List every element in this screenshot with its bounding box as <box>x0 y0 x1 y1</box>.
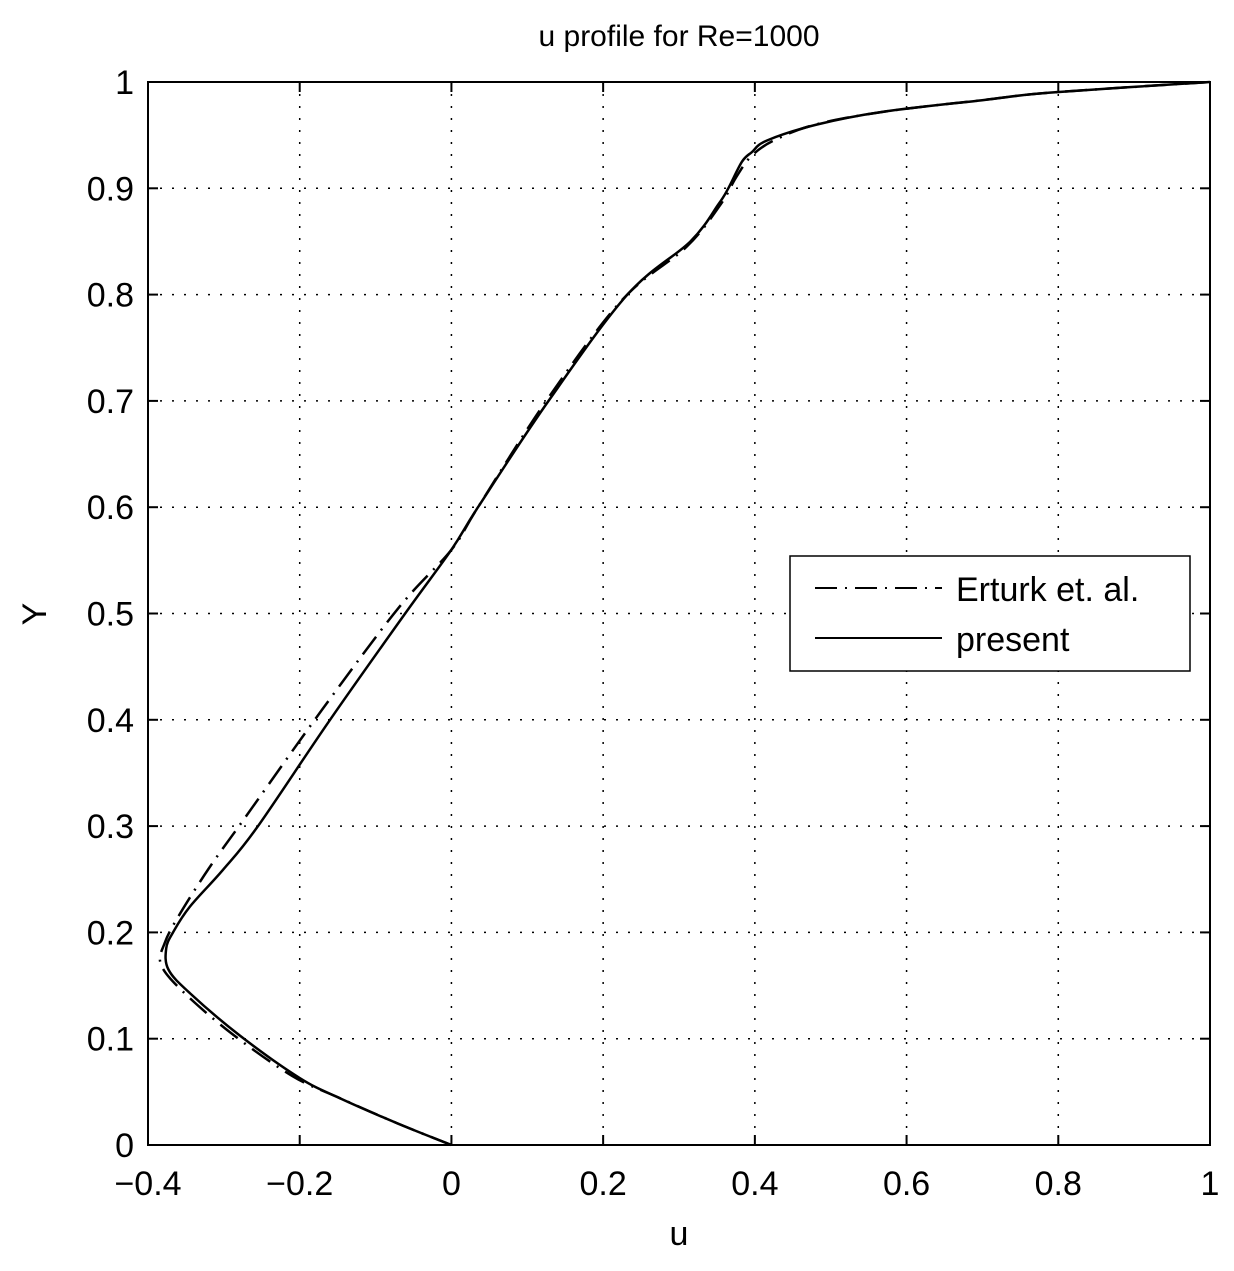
x-tick-labels: −0.4 −0.2 0 0.2 0.4 0.6 0.8 1 <box>114 1165 1219 1203</box>
x-tick-label: 0 <box>442 1165 461 1203</box>
tick-marks <box>147 81 1211 1146</box>
y-tick-label: 0.2 <box>87 914 134 952</box>
x-tick-label: 0.2 <box>580 1165 627 1203</box>
y-tick-label: 1 <box>115 64 134 102</box>
x-tick-label: 0.6 <box>883 1165 930 1203</box>
y-tick-label: 0.3 <box>87 808 134 846</box>
y-tick-label: 0.1 <box>87 1021 134 1059</box>
y-tick-label: 0 <box>115 1127 134 1165</box>
y-tick-label: 0.4 <box>87 702 134 740</box>
series-line-present <box>164 80 1211 1147</box>
legend-label-present: present <box>956 621 1070 659</box>
y-tick-label: 0.5 <box>87 596 134 634</box>
y-tick-label: 0.6 <box>87 489 134 527</box>
legend-label-erturk: Erturk et. al. <box>956 571 1139 609</box>
x-tick-label: 0.8 <box>1035 1165 1082 1203</box>
x-axis-label: u <box>670 1215 689 1253</box>
series-line-erturk <box>158 80 1211 1147</box>
y-tick-label: 0.7 <box>87 383 134 421</box>
series-lines <box>158 80 1211 1147</box>
y-tick-label: 0.8 <box>87 277 134 315</box>
legend-box <box>789 555 1191 672</box>
x-tick-label: −0.2 <box>266 1165 333 1203</box>
chart-title: u profile for Re=1000 <box>538 20 819 53</box>
x-tick-label: 1 <box>1201 1165 1220 1203</box>
y-tick-label: 0.9 <box>87 170 134 208</box>
legend: Erturk et. al. present <box>789 555 1191 672</box>
y-tick-labels: 0 0.1 0.2 0.3 0.4 0.5 0.6 0.7 0.8 0.9 1 <box>87 64 134 1165</box>
y-axis-label: Y <box>16 603 54 626</box>
x-tick-label: 0.4 <box>731 1165 778 1203</box>
x-tick-label: −0.4 <box>114 1165 181 1203</box>
